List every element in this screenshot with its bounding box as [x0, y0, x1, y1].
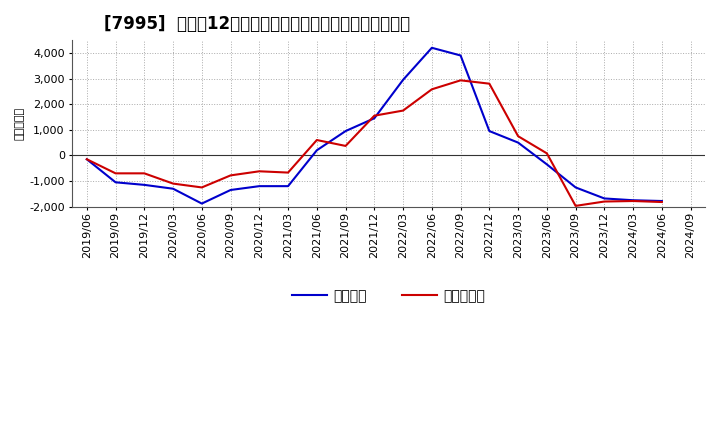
経常利益: [629, 198, 637, 203]
Y-axis label: （百万円）: （百万円）: [15, 107, 25, 140]
経常利益: [428, 45, 436, 51]
当期純利益: [83, 157, 91, 162]
経常利益: [600, 196, 608, 201]
当期純利益: [456, 78, 465, 83]
経常利益: [485, 128, 494, 134]
当期純利益: [571, 203, 580, 209]
当期純利益: [399, 108, 408, 113]
当期純利益: [428, 87, 436, 92]
当期純利益: [197, 185, 206, 190]
経常利益: [514, 140, 523, 145]
経常利益: [140, 182, 148, 187]
経常利益: [456, 53, 465, 58]
経常利益: [543, 162, 552, 167]
経常利益: [341, 128, 350, 134]
当期純利益: [341, 143, 350, 149]
Legend: 経常利益, 当期純利益: 経常利益, 当期純利益: [287, 283, 491, 308]
経常利益: [312, 148, 321, 153]
経常利益: [255, 183, 264, 189]
経常利益: [83, 157, 91, 162]
Line: 経常利益: 経常利益: [87, 48, 662, 204]
経常利益: [112, 180, 120, 185]
当期純利益: [112, 171, 120, 176]
当期純利益: [657, 199, 666, 205]
経常利益: [370, 116, 379, 121]
当期純利益: [140, 171, 148, 176]
Line: 当期純利益: 当期純利益: [87, 81, 662, 206]
経常利益: [399, 77, 408, 82]
Text: [7995]  利益だ12か月移動合計の対前年同期増減額の推移: [7995] 利益だ12か月移動合計の対前年同期増減額の推移: [104, 15, 410, 33]
当期純利益: [543, 151, 552, 156]
当期純利益: [168, 181, 177, 186]
経常利益: [168, 186, 177, 191]
当期純利益: [629, 198, 637, 204]
当期純利益: [370, 113, 379, 118]
経常利益: [571, 185, 580, 190]
経常利益: [284, 183, 292, 189]
当期純利益: [514, 134, 523, 139]
当期純利益: [485, 81, 494, 86]
当期純利益: [226, 173, 235, 178]
経常利益: [226, 187, 235, 193]
経常利益: [197, 201, 206, 206]
当期純利益: [284, 170, 292, 175]
当期純利益: [600, 199, 608, 204]
当期純利益: [255, 169, 264, 174]
当期純利益: [312, 137, 321, 143]
経常利益: [657, 198, 666, 204]
